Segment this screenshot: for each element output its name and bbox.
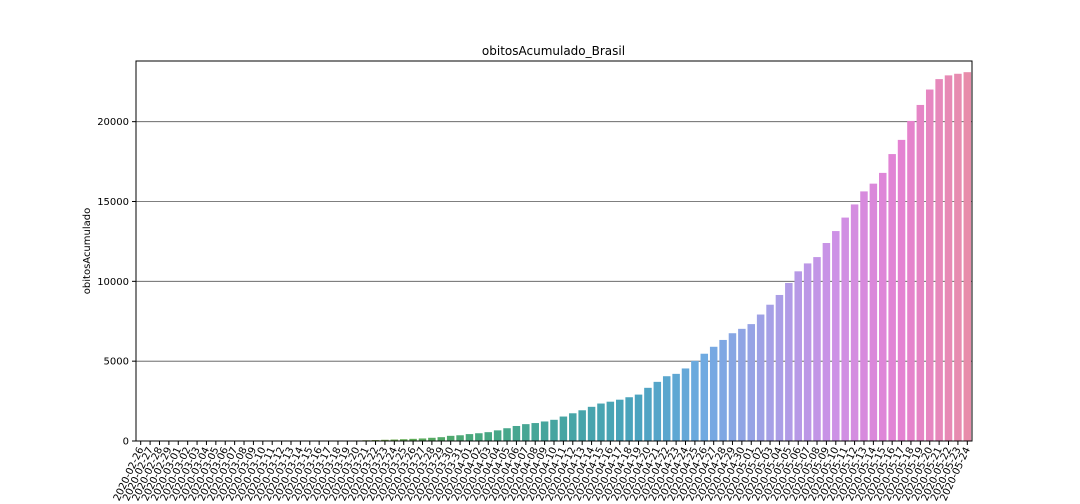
bar [869,183,878,441]
bar [399,439,408,441]
bar [531,423,539,441]
bar [606,401,615,441]
bar [954,73,962,442]
bar [794,271,802,441]
bar [719,339,727,441]
bar [653,381,662,441]
bar [841,217,849,441]
y-axis-ticks: 0 5000 10000 15000 20000 [97,117,136,448]
y-tick-label: 20000 [97,117,129,128]
bar [738,328,746,441]
x-axis-ticks: 2020-02-262020-02-272020-02-282020-02-29… [112,441,973,503]
bar [644,387,652,441]
bar [700,353,709,441]
y-axis-label: obitosAcumulado [82,208,93,294]
bar [616,399,624,441]
bar [925,89,934,441]
bar [897,139,906,441]
bar [944,75,953,442]
bar [493,430,502,441]
bar [785,282,793,441]
bar [691,360,699,441]
bar [803,263,812,441]
bar [662,376,671,441]
bar [935,79,943,442]
y-tick-label: 10000 [97,277,129,288]
bar [418,438,427,441]
bar [475,433,483,441]
bar [465,434,474,441]
bar [569,413,577,441]
bar [813,257,821,441]
bar [428,437,436,441]
bar [775,294,784,441]
bar [672,373,680,441]
bar [907,120,915,442]
bar [550,419,558,441]
bar [409,438,417,441]
bar [512,425,521,441]
bar [832,231,840,441]
bar [484,432,492,441]
bar [587,406,596,441]
bar [766,304,774,441]
bar [822,243,831,441]
bar [963,72,972,442]
bar [503,428,511,441]
bar [888,154,896,441]
bar [381,439,389,441]
bar [625,397,633,441]
y-tick-label: 5000 [104,357,129,368]
bar [456,435,464,441]
bar [446,435,455,441]
bar [747,324,756,441]
bar [437,437,446,441]
bar [756,314,765,441]
bar [559,416,568,441]
bar [916,104,925,441]
bar [860,191,868,441]
y-tick-label: 0 [123,437,129,448]
bar [850,204,859,441]
bar [709,346,718,441]
bar [578,410,586,441]
bar [879,172,887,441]
chart-title: obitosAcumulado_Brasil [482,44,625,58]
bar [390,439,399,441]
y-tick-label: 15000 [97,197,129,208]
bar [634,394,643,441]
bar [522,424,530,441]
bar [728,333,737,441]
bar [681,368,690,441]
bar [597,403,605,441]
bar [540,421,549,441]
bars [296,72,972,442]
